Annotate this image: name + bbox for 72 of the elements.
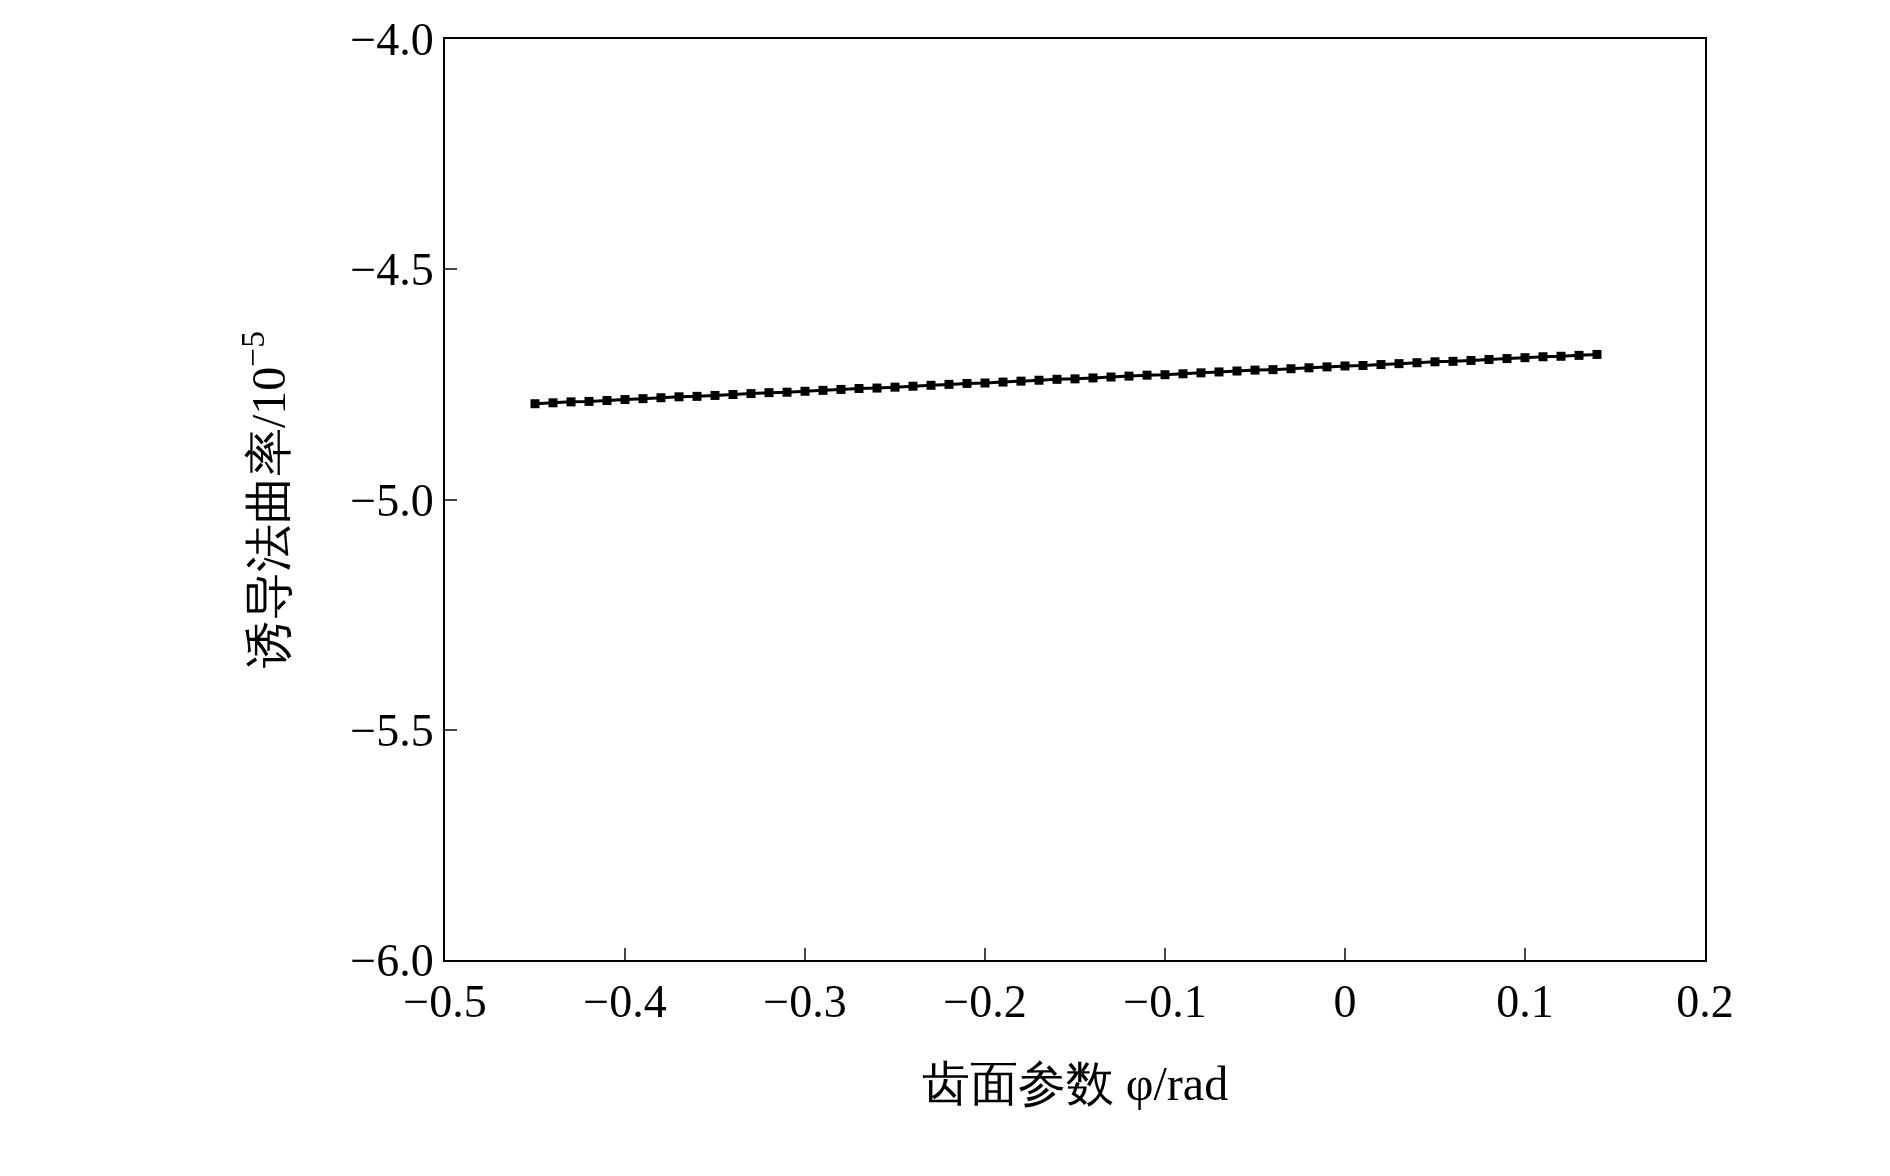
point bbox=[926, 380, 936, 390]
point bbox=[1214, 367, 1224, 377]
point bbox=[1376, 360, 1386, 370]
point bbox=[1160, 370, 1170, 380]
point bbox=[1574, 350, 1584, 360]
point bbox=[1178, 369, 1188, 379]
x-tick-label: −0.4 bbox=[583, 976, 667, 1028]
point bbox=[1088, 373, 1098, 383]
x-tick-label: 0.1 bbox=[1496, 976, 1554, 1028]
y-tick-label: −5.5 bbox=[350, 704, 434, 756]
point bbox=[890, 382, 900, 392]
point bbox=[692, 391, 702, 401]
point bbox=[1106, 372, 1116, 382]
point bbox=[548, 398, 558, 408]
point bbox=[1394, 359, 1404, 369]
point bbox=[1232, 366, 1242, 376]
point bbox=[1430, 357, 1440, 367]
point bbox=[1268, 365, 1278, 375]
point bbox=[980, 378, 990, 388]
point bbox=[1304, 363, 1314, 373]
point bbox=[1322, 362, 1332, 372]
x-tick-label: 0.2 bbox=[1676, 976, 1734, 1028]
point bbox=[1142, 370, 1152, 380]
point bbox=[656, 393, 666, 403]
point bbox=[530, 399, 540, 409]
point bbox=[1016, 376, 1026, 386]
point bbox=[1484, 355, 1494, 365]
y-tick-label: −4.0 bbox=[350, 14, 434, 66]
x-tick-label: 0 bbox=[1333, 976, 1357, 1028]
point bbox=[1502, 354, 1512, 364]
point bbox=[1034, 375, 1044, 385]
point bbox=[1520, 353, 1530, 363]
point bbox=[620, 395, 630, 405]
point bbox=[836, 384, 846, 394]
point bbox=[1124, 371, 1134, 381]
x-axis-title: 齿面参数 φ/rad bbox=[921, 1056, 1229, 1110]
point bbox=[1052, 374, 1062, 384]
point bbox=[818, 385, 828, 395]
point bbox=[1592, 349, 1602, 359]
point bbox=[944, 379, 954, 389]
point bbox=[1556, 351, 1566, 361]
point bbox=[1340, 361, 1350, 371]
point bbox=[1358, 360, 1368, 370]
point bbox=[1286, 364, 1296, 374]
x-tick-label: −0.2 bbox=[943, 976, 1027, 1028]
point bbox=[1538, 352, 1548, 362]
point bbox=[566, 397, 576, 407]
point bbox=[602, 395, 612, 405]
point bbox=[1070, 374, 1080, 384]
y-tick-label: −5.0 bbox=[350, 474, 434, 526]
point bbox=[764, 388, 774, 398]
point bbox=[1250, 365, 1260, 375]
point bbox=[962, 378, 972, 388]
x-tick-label: −0.3 bbox=[763, 976, 847, 1028]
point bbox=[638, 394, 648, 404]
point bbox=[710, 390, 720, 400]
point bbox=[584, 396, 594, 406]
point bbox=[854, 384, 864, 394]
point bbox=[782, 387, 792, 397]
point bbox=[746, 389, 756, 399]
point bbox=[1196, 368, 1206, 378]
y-tick-label: −4.5 bbox=[350, 244, 434, 296]
point bbox=[998, 377, 1008, 387]
x-tick-label: −0.1 bbox=[1123, 976, 1207, 1028]
point bbox=[872, 383, 882, 393]
point bbox=[1466, 355, 1476, 365]
point bbox=[800, 386, 810, 396]
point bbox=[1448, 356, 1458, 366]
point bbox=[908, 381, 918, 391]
point bbox=[728, 390, 738, 400]
point bbox=[674, 392, 684, 402]
point bbox=[1412, 358, 1422, 368]
